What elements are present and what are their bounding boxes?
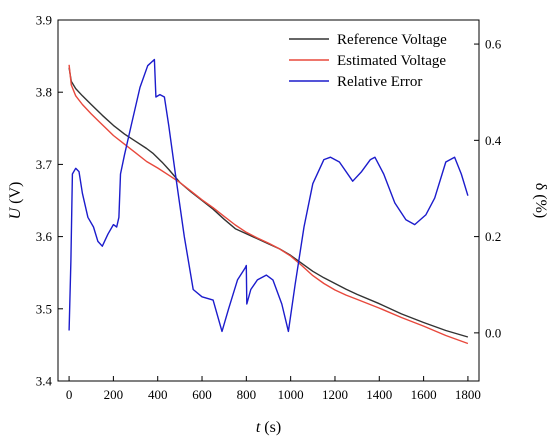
x-tick-label: 800 [237,387,257,402]
axes-layer: 0 200 400 600 800 1000 1200 1400 1600 1800 3.4 3.5 3… [36,13,502,403]
x-tick-label: 600 [192,387,212,402]
y-right-tick-label: 0.6 [485,37,502,52]
y-left-tick-label: 3.7 [36,157,53,172]
series-line-reference-voltage [68,67,469,338]
plot-frame [57,19,480,382]
plot-border [57,19,480,382]
y-left-tick-label: 3.6 [36,229,53,244]
x-tick-label: 1000 [278,387,304,402]
y-left-axis-label: U (V) [7,182,24,220]
legend-entry: Estimated Voltage [337,53,446,69]
y-left-axis-label-main: U [7,206,24,219]
x-tick-label: 1400 [366,387,392,402]
y-left-tick-label: 3.9 [36,13,52,28]
x-axis-label: t (s) [256,419,281,436]
x-tick-label: 200 [104,387,124,402]
x-tick-label: 0 [66,387,73,402]
y-right-tick-label: 0.2 [485,229,501,244]
y-left-tick-label: 3.8 [36,85,52,100]
legend-entry: Relative Error [337,74,422,90]
y-left-tick-label: 3.5 [36,301,52,316]
x-tick-label: 1600 [411,387,437,402]
series-layer [68,58,469,345]
y-right-axis-label: δ (%) [532,183,549,219]
x-tick-label: 400 [148,387,168,402]
series-line-estimated-voltage [68,64,469,345]
series-line-relative-error [68,58,469,333]
legend: Reference Voltage Estimated Voltage Relati… [289,32,447,90]
x-tick-label: 1800 [455,387,481,402]
y-left-axis-label-unit: (V) [7,182,24,208]
x-axis-label-main: t [256,419,261,436]
x-axis-label-unit: (s) [260,419,281,436]
y-left-tick-label: 3.4 [36,374,53,389]
y-right-tick-label: 0.4 [485,133,502,148]
y-right-tick-label: 0.0 [485,325,501,340]
legend-entry: Reference Voltage [337,32,447,48]
x-tick-label: 1200 [322,387,348,402]
